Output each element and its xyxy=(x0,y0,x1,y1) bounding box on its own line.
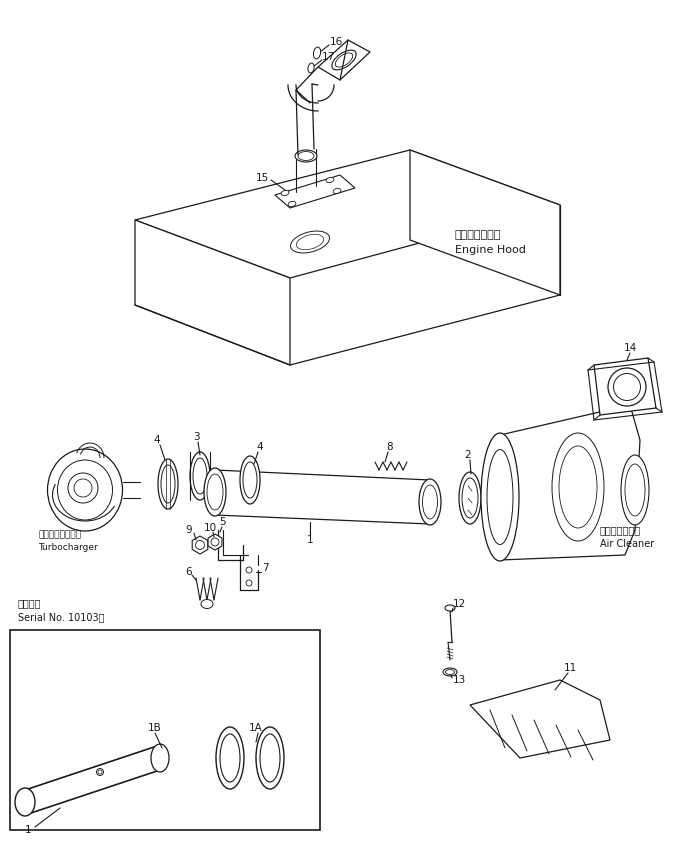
Ellipse shape xyxy=(462,478,478,518)
Text: 17: 17 xyxy=(322,52,335,62)
Ellipse shape xyxy=(613,374,640,401)
Ellipse shape xyxy=(298,152,314,161)
Ellipse shape xyxy=(288,201,296,206)
Polygon shape xyxy=(318,40,370,80)
Text: エンジンフード: エンジンフード xyxy=(455,230,502,240)
Ellipse shape xyxy=(256,727,284,789)
Polygon shape xyxy=(470,680,610,758)
Ellipse shape xyxy=(15,788,35,816)
Ellipse shape xyxy=(621,455,649,525)
Text: 1A: 1A xyxy=(249,723,263,733)
Ellipse shape xyxy=(207,474,223,510)
Ellipse shape xyxy=(608,368,646,406)
Ellipse shape xyxy=(313,47,321,59)
Ellipse shape xyxy=(419,479,441,525)
Text: 4: 4 xyxy=(256,442,262,452)
Text: 6: 6 xyxy=(185,567,192,577)
Text: 16: 16 xyxy=(330,37,344,47)
Ellipse shape xyxy=(260,734,280,782)
Ellipse shape xyxy=(204,468,226,516)
Polygon shape xyxy=(135,220,290,365)
Ellipse shape xyxy=(445,669,455,674)
Ellipse shape xyxy=(161,465,175,503)
Ellipse shape xyxy=(246,580,252,586)
Ellipse shape xyxy=(220,734,240,782)
Ellipse shape xyxy=(335,53,352,67)
Ellipse shape xyxy=(487,450,513,545)
Text: 3: 3 xyxy=(192,432,199,442)
Ellipse shape xyxy=(98,770,102,774)
Text: 12: 12 xyxy=(453,599,466,609)
Ellipse shape xyxy=(196,541,205,550)
Ellipse shape xyxy=(151,744,169,772)
Ellipse shape xyxy=(193,458,207,494)
Ellipse shape xyxy=(295,150,317,162)
Ellipse shape xyxy=(158,459,178,509)
Text: 11: 11 xyxy=(563,663,576,673)
Text: 7: 7 xyxy=(262,563,269,573)
Text: 14: 14 xyxy=(623,343,637,353)
Ellipse shape xyxy=(240,456,260,504)
Text: 適用号機: 適用号機 xyxy=(18,598,41,608)
Polygon shape xyxy=(275,175,355,208)
Ellipse shape xyxy=(326,178,334,183)
Polygon shape xyxy=(410,150,560,295)
Text: Serial No. 10103～: Serial No. 10103～ xyxy=(18,612,104,622)
Polygon shape xyxy=(594,358,656,415)
Text: 15: 15 xyxy=(256,173,269,183)
Ellipse shape xyxy=(481,433,519,561)
Ellipse shape xyxy=(332,51,356,70)
Polygon shape xyxy=(500,405,640,560)
Text: Air Cleaner: Air Cleaner xyxy=(600,539,654,549)
Ellipse shape xyxy=(443,668,457,676)
Text: Engine Hood: Engine Hood xyxy=(455,245,526,255)
Polygon shape xyxy=(135,150,560,278)
Text: 5: 5 xyxy=(218,517,225,527)
Text: エアークリーナ: エアークリーナ xyxy=(600,525,641,535)
Text: 10: 10 xyxy=(203,523,216,533)
Ellipse shape xyxy=(296,234,324,250)
Ellipse shape xyxy=(459,472,481,524)
Ellipse shape xyxy=(211,538,219,546)
Ellipse shape xyxy=(308,63,314,73)
Ellipse shape xyxy=(559,446,597,528)
Text: 8: 8 xyxy=(387,442,394,452)
Polygon shape xyxy=(208,534,222,550)
Ellipse shape xyxy=(190,452,210,500)
Ellipse shape xyxy=(445,605,455,611)
Text: 9: 9 xyxy=(185,525,192,535)
Bar xyxy=(10,630,320,830)
Text: ターボチャージャ: ターボチャージャ xyxy=(38,530,81,540)
Ellipse shape xyxy=(291,231,330,253)
Ellipse shape xyxy=(96,769,104,775)
Ellipse shape xyxy=(243,462,257,498)
Ellipse shape xyxy=(333,189,341,194)
Text: 2: 2 xyxy=(464,450,471,460)
Text: 13: 13 xyxy=(453,675,466,685)
Polygon shape xyxy=(192,536,207,554)
Ellipse shape xyxy=(246,567,252,573)
Ellipse shape xyxy=(423,485,438,519)
Ellipse shape xyxy=(552,433,604,541)
Ellipse shape xyxy=(281,190,289,195)
Text: 1B: 1B xyxy=(148,723,161,733)
Ellipse shape xyxy=(201,600,213,609)
Text: 4: 4 xyxy=(154,435,160,445)
Text: Turbocharger: Turbocharger xyxy=(38,543,98,552)
Text: 1: 1 xyxy=(306,535,313,545)
Ellipse shape xyxy=(625,464,645,516)
Ellipse shape xyxy=(216,727,244,789)
Text: 1: 1 xyxy=(25,825,32,835)
